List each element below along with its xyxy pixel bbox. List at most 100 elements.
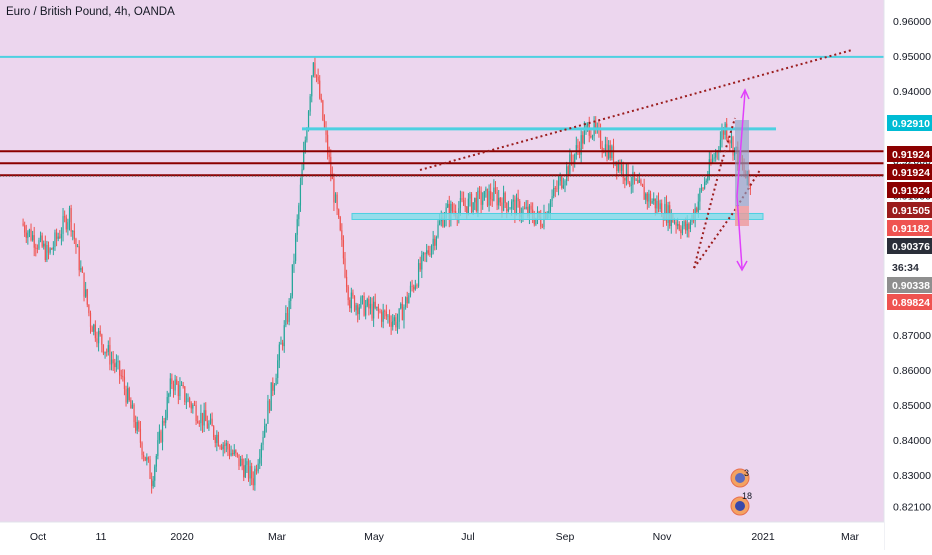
candle-body bbox=[243, 465, 245, 478]
candle-body bbox=[157, 440, 159, 456]
candle-body bbox=[246, 461, 248, 465]
candle-body bbox=[180, 384, 183, 386]
candle-body bbox=[387, 315, 389, 317]
candle-body bbox=[517, 197, 519, 202]
candle-body bbox=[463, 200, 465, 206]
candle-body bbox=[653, 198, 655, 201]
candle-body bbox=[511, 201, 513, 209]
candle-body bbox=[182, 384, 184, 387]
candle-body bbox=[730, 137, 733, 144]
candle-body bbox=[331, 174, 333, 180]
candle-body bbox=[601, 146, 603, 151]
candle-body bbox=[591, 135, 594, 138]
candle-body bbox=[270, 382, 272, 411]
candle-body bbox=[311, 75, 313, 97]
candle-body bbox=[678, 224, 680, 230]
candle-body bbox=[710, 159, 712, 164]
price-tick-label: 0.86000 bbox=[893, 365, 931, 377]
candle-body bbox=[291, 264, 293, 296]
candle-body bbox=[403, 306, 405, 321]
candle-body bbox=[136, 421, 138, 431]
candle-body bbox=[101, 334, 103, 345]
candle-body bbox=[28, 229, 31, 233]
candle-body bbox=[144, 456, 146, 461]
arrow-down-line[interactable] bbox=[736, 195, 743, 269]
candle-body bbox=[303, 150, 305, 170]
candle-body bbox=[551, 196, 553, 201]
candle-body bbox=[265, 423, 267, 427]
candle-body bbox=[574, 154, 576, 164]
candle-body bbox=[168, 393, 170, 398]
candle-body bbox=[264, 426, 266, 438]
candle-body bbox=[166, 397, 168, 418]
price-label-bg bbox=[887, 202, 932, 218]
candle-body bbox=[309, 96, 311, 112]
candle-body bbox=[533, 218, 535, 225]
candle-body bbox=[494, 187, 497, 193]
time-tick-label: Oct bbox=[30, 531, 46, 543]
price-label-bg bbox=[887, 182, 932, 198]
candle-body bbox=[504, 192, 506, 203]
candle-body bbox=[249, 466, 251, 479]
candle-body bbox=[339, 217, 341, 231]
candle-body bbox=[685, 221, 687, 231]
candle-body bbox=[419, 263, 421, 270]
price-label-bg bbox=[887, 277, 932, 293]
arrow-up-line[interactable] bbox=[736, 91, 746, 197]
candle-body bbox=[286, 313, 289, 322]
candle-body bbox=[434, 238, 436, 246]
candle-body bbox=[282, 342, 284, 347]
candle-body bbox=[721, 130, 723, 140]
candle-body bbox=[227, 443, 229, 450]
candle-body bbox=[54, 232, 56, 248]
candle-body bbox=[632, 172, 634, 185]
candle-body bbox=[509, 208, 511, 210]
candle-body bbox=[522, 208, 524, 216]
candle-body bbox=[491, 199, 493, 201]
candle-body bbox=[400, 303, 402, 309]
candle-body bbox=[556, 188, 558, 190]
candle-body bbox=[490, 191, 492, 200]
candle-body bbox=[453, 210, 455, 212]
candle-body bbox=[530, 205, 532, 210]
candle-body bbox=[320, 98, 322, 101]
support-zone[interactable] bbox=[351, 212, 764, 220]
candle-body bbox=[41, 235, 43, 247]
candle-body bbox=[322, 100, 324, 120]
candle-body bbox=[257, 463, 259, 472]
stop-box[interactable] bbox=[735, 206, 749, 226]
candle-body bbox=[474, 197, 476, 203]
candle-body bbox=[51, 248, 53, 250]
arrow-down-head bbox=[736, 260, 748, 272]
candle-body bbox=[482, 200, 484, 205]
candle-body bbox=[483, 191, 485, 201]
candle-body bbox=[661, 203, 663, 217]
candle-body bbox=[338, 209, 340, 218]
candle-body bbox=[193, 405, 196, 406]
candle-body bbox=[612, 146, 615, 165]
event-badge-2-icon bbox=[735, 501, 745, 511]
candle-body bbox=[638, 180, 640, 183]
time-tick-label: 2020 bbox=[170, 531, 194, 543]
candle-body bbox=[478, 190, 481, 192]
candle-body bbox=[177, 384, 179, 397]
candle-body bbox=[301, 169, 303, 185]
candle-body bbox=[640, 180, 642, 185]
candle-body bbox=[396, 321, 399, 328]
candle-body bbox=[380, 312, 383, 322]
candle-body bbox=[713, 157, 715, 159]
price-tick-label: 0.95000 bbox=[893, 51, 931, 63]
candle-body bbox=[179, 385, 181, 397]
price-label: 0.89824 bbox=[892, 297, 930, 309]
candle-body bbox=[519, 201, 521, 217]
candle-body bbox=[138, 421, 140, 429]
candle-body bbox=[122, 375, 124, 378]
candle-body bbox=[147, 457, 150, 460]
candle-body bbox=[93, 324, 95, 332]
candle-body bbox=[350, 292, 352, 309]
candle-body bbox=[646, 193, 648, 202]
candle-body bbox=[722, 130, 725, 135]
candle-body bbox=[562, 185, 564, 188]
